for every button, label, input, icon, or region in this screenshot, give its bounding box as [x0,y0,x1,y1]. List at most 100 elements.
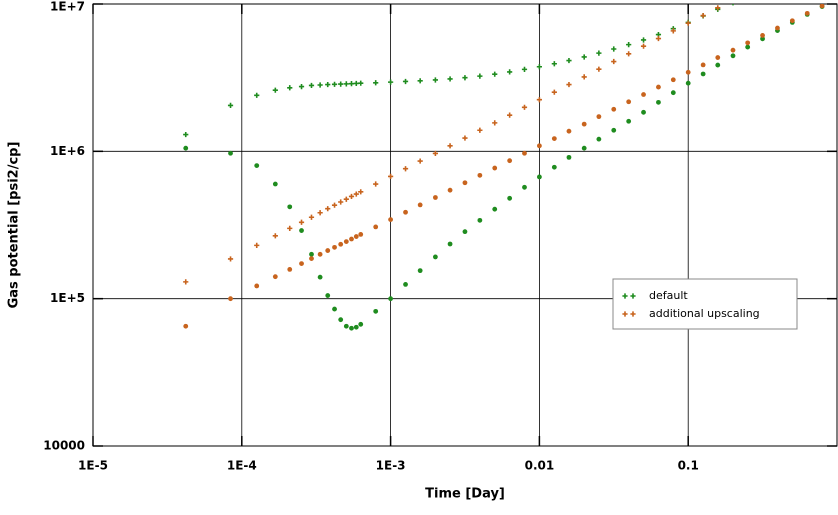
dot-marker [477,217,483,223]
dot-marker [835,0,838,1]
dot-marker [388,217,393,223]
dot-marker [537,143,542,149]
dot-marker [730,53,736,59]
dot-marker [670,90,676,96]
dot-marker [403,281,408,287]
dot-marker [325,293,331,298]
dot-marker [581,121,587,127]
dot-marker [596,136,602,142]
plus-marker [492,120,498,126]
dot-marker [835,0,838,1]
plus-marker [640,43,647,49]
dot-marker [715,62,721,68]
plus-marker [462,75,468,81]
x-tick-label: 1E-3 [376,459,406,473]
dot-marker [447,187,453,193]
plus-marker [353,80,359,87]
plus-marker [287,225,293,231]
plus-marker [373,181,379,187]
dot-marker [745,44,751,50]
legend-marker [622,293,628,299]
dot-marker [685,69,691,75]
dot-marker [700,62,706,68]
legend: default additional upscaling [612,278,798,330]
dot-marker [358,321,364,327]
legend-marker [622,311,628,317]
plus-marker [338,199,344,205]
plus-marker [298,84,305,90]
dot-marker [287,266,293,272]
plus-marker [358,189,364,195]
dot-marker [537,174,542,180]
legend-label: additional upscaling [649,307,760,320]
x-tick-label: 1E-4 [227,459,257,473]
plus-marker [343,196,349,202]
dot-marker [353,324,359,330]
dot-marker [507,158,513,164]
plus-marker [521,104,528,110]
plus-marker [536,97,542,103]
dot-marker [254,163,260,169]
dot-marker [775,25,780,31]
plus-marker [317,210,323,216]
dot-marker [477,172,483,178]
plus-marker [640,37,647,43]
y-tick-label: 1E+7 [50,0,85,14]
dot-marker [551,136,557,142]
plus-marker [655,35,662,42]
x-tick-label: 0.01 [525,459,555,473]
dot-marker [611,106,617,112]
dot-marker [656,99,661,105]
plus-marker [308,82,315,89]
dot-marker [745,40,751,46]
dot-marker [670,77,676,83]
dot-marker [566,128,572,134]
plus-marker [358,80,364,86]
x-tick-label: 1E-5 [78,459,108,473]
plus-marker [611,46,617,52]
plus-marker [566,57,572,64]
dot-marker [522,184,527,190]
marks [183,0,838,331]
dot-marker [183,145,189,151]
dot-marker [730,47,736,53]
plus-marker [254,242,260,248]
dot-marker [551,164,557,170]
dot-marker [819,4,825,9]
dot-marker [417,202,423,208]
dot-marker [254,283,260,289]
labels: 1E-5 1E-4 1E-3 0.01 0.1 10000 1E+5 1E+6 1E+7 [43,0,699,473]
dot-marker [462,229,468,235]
plus-marker [732,4,734,6]
dot-marker [338,241,344,247]
dot-marker [183,323,189,329]
plus-marker [447,76,453,82]
plus-marker [611,58,617,65]
plot-area [92,3,838,447]
grid [92,3,837,447]
plus-marker [581,74,587,80]
plus-marker [492,71,498,77]
legend-marker [630,311,636,317]
dot-marker [272,274,278,280]
dot-marker [373,308,379,314]
plus-marker [626,51,632,57]
dot-marker [715,55,721,60]
plus-marker [507,69,513,75]
dot-marker [358,232,364,237]
dot-marker [309,251,314,257]
plus-marker [325,206,331,212]
plus-marker [521,66,528,72]
dot-marker [343,239,349,244]
plus-marker [348,81,355,87]
plus-marker [287,85,293,91]
plus-marker [388,173,394,179]
plus-marker [183,279,189,285]
plus-marker [626,42,632,48]
dot-marker [566,154,572,160]
dot-marker [228,296,233,302]
plus-marker [566,81,572,88]
plus-marker [730,0,735,3]
dot-marker [332,306,337,312]
